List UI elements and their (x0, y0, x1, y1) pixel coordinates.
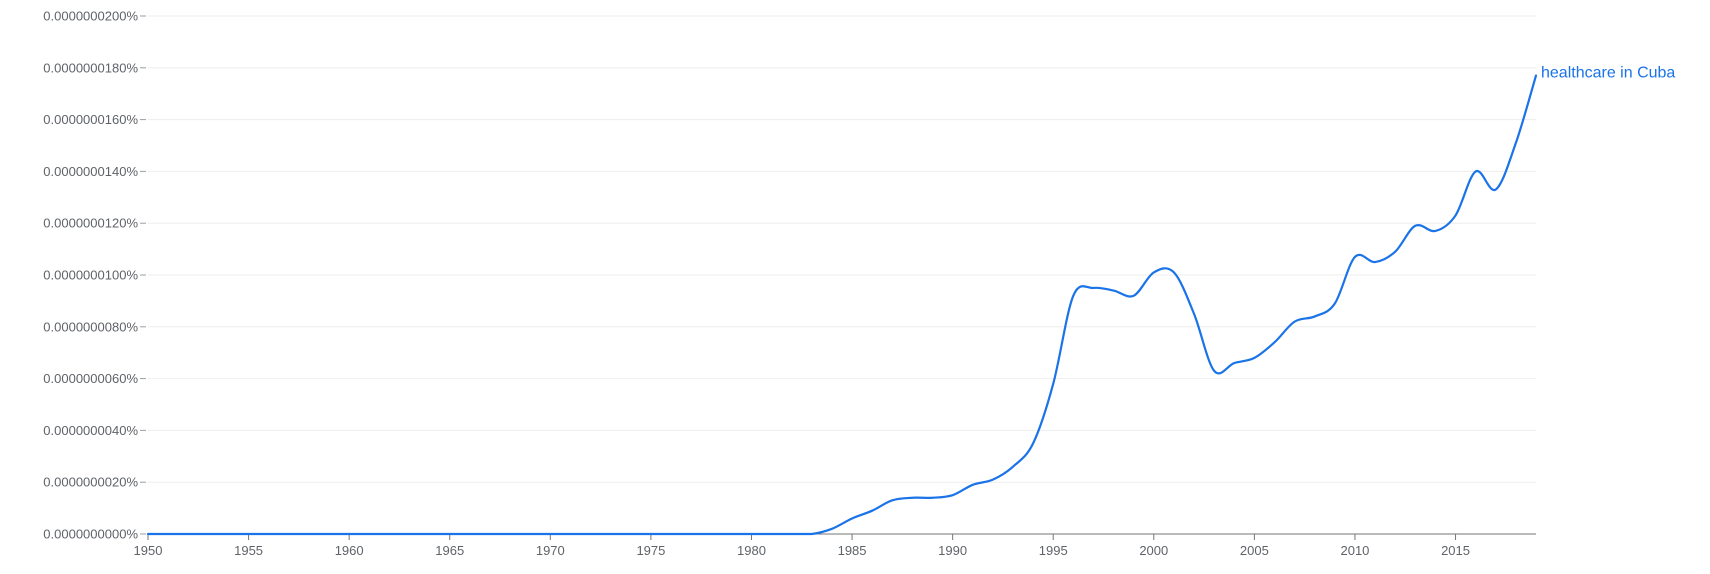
y-tick-label: 0.0000000200% (43, 9, 138, 24)
y-tick-label: 0.0000000180% (43, 60, 138, 75)
y-tick-label: 0.0000000100% (43, 268, 138, 283)
y-tick-label: 0.0000000060% (43, 371, 138, 386)
y-axis: 0.0000000000% 0.0000000020% 0.0000000040% 0… (43, 9, 146, 542)
y-tick-label: 0.0000000140% (43, 164, 138, 179)
series-layer: healthcare in Cuba (146, 65, 1675, 536)
x-tick-label: 1965 (435, 543, 464, 558)
y-tick-label: 0.0000000000% (43, 527, 138, 542)
y-tick-label: 0.0000000160% (43, 112, 138, 127)
y-tick-label: 0.0000000120% (43, 216, 138, 231)
x-tick-label: 1985 (838, 543, 867, 558)
y-tick-label: 0.0000000040% (43, 423, 138, 438)
x-tick-label: 1950 (134, 543, 163, 558)
series-line (146, 74, 1538, 536)
x-tick-label: 1960 (335, 543, 364, 558)
x-tick-label: 1995 (1039, 543, 1068, 558)
series-label: healthcare in Cuba (1541, 65, 1675, 82)
x-tick-label: 2015 (1441, 543, 1470, 558)
x-axis: 1950 1955 1960 1965 1970 1975 1980 1985 1990 1995… (134, 533, 1536, 558)
x-tick-label: 2000 (1139, 543, 1168, 558)
y-tick-label: 0.0000000080% (43, 319, 138, 334)
y-tick-label: 0.0000000020% (43, 475, 138, 490)
x-tick-label: 2010 (1340, 543, 1369, 558)
x-tick-label: 1955 (234, 543, 263, 558)
x-tick-label: 1975 (636, 543, 665, 558)
gridlines (148, 15, 1536, 483)
x-tick-label: 2005 (1240, 543, 1269, 558)
x-tick-label: 1970 (536, 543, 565, 558)
x-tick-label: 1980 (737, 543, 766, 558)
x-tick-label: 1990 (938, 543, 967, 558)
